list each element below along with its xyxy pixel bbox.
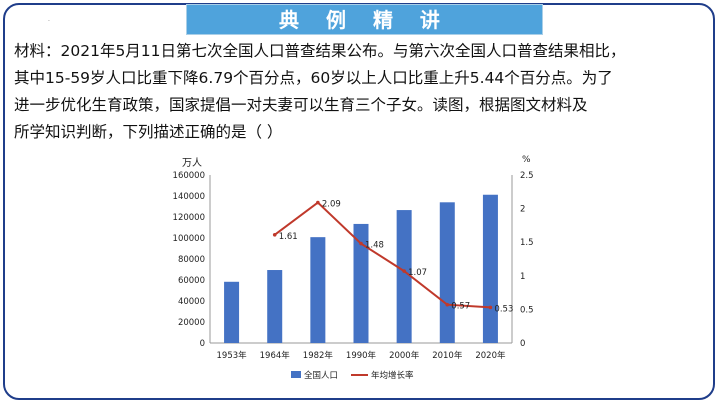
category-label: 2000年	[389, 350, 420, 361]
data-label: 0.53	[494, 304, 513, 314]
slide-title: 典 例 精 讲	[186, 4, 543, 35]
left-tick-label: 60000	[178, 276, 205, 286]
growth-rate-line	[274, 201, 491, 309]
legend-swatch-bar	[291, 371, 301, 378]
bar	[224, 281, 240, 343]
left-tick-label: 160000	[173, 171, 205, 181]
bar	[439, 202, 455, 343]
question-line: 所学知识判断，下列描述正确的是（ ）	[14, 123, 283, 141]
question-text: 材料：2021年5月11日第七次全国人口普查结果公布。与第六次全国人口普查结果相…	[14, 38, 710, 146]
left-tick-label: 120000	[173, 213, 205, 223]
right-tick-label: 0.5	[520, 305, 534, 315]
left-tick-label: 40000	[178, 297, 205, 307]
right-tick-label: 1.5	[520, 238, 534, 248]
growth-rate-point	[488, 305, 493, 310]
growth-rate-point	[445, 302, 450, 307]
category-label: 2020年	[475, 350, 506, 361]
question-line: 进一步优化生育政策，国家提倡一对夫妻可以生育三个子女。读图，根据图文材料及	[14, 96, 588, 114]
bar	[353, 223, 369, 343]
left-tick-label: 0	[200, 339, 205, 349]
category-label: 1964年	[260, 350, 291, 361]
right-tick-label: 2	[520, 205, 525, 215]
left-tick-label: 80000	[178, 255, 205, 265]
right-tick-label: 1	[520, 272, 525, 282]
bar	[267, 270, 283, 343]
data-label: 1.07	[408, 268, 427, 278]
left-axis-unit: 万人	[182, 157, 202, 169]
bar	[310, 237, 326, 343]
category-label: 1990年	[346, 350, 377, 361]
question-line: 材料：2021年5月11日第七次全国人口普查结果公布。与第六次全国人口普查结果相…	[14, 42, 626, 60]
category-label: 1953年	[217, 350, 248, 361]
legend-label: 全国人口	[304, 370, 338, 381]
left-tick-label: 140000	[173, 192, 205, 202]
growth-rate-point	[402, 269, 406, 273]
right-axis-unit: %	[522, 155, 531, 165]
bar	[482, 194, 498, 343]
category-label: 1982年	[303, 350, 334, 361]
legend-label: 年均增长率	[371, 370, 414, 381]
growth-rate-point	[272, 233, 277, 237]
data-label: 0.57	[451, 302, 470, 312]
left-tick-label: 100000	[173, 234, 205, 244]
right-tick-label: 0	[520, 339, 525, 349]
bar	[396, 210, 412, 343]
decorative-dot: ·	[48, 18, 50, 25]
data-label: 1.61	[279, 232, 298, 242]
data-label: 2.09	[322, 200, 341, 210]
left-tick-label: 20000	[178, 318, 205, 328]
growth-rate-point	[316, 200, 320, 205]
data-label: 1.48	[365, 241, 384, 251]
growth-rate-point	[359, 241, 363, 246]
question-line: 其中15-59岁人口比重下降6.79个百分点，60岁以上人口比重上升5.44个百…	[14, 69, 613, 87]
right-tick-label: 2.5	[520, 171, 534, 181]
category-label: 2010年	[432, 350, 463, 361]
